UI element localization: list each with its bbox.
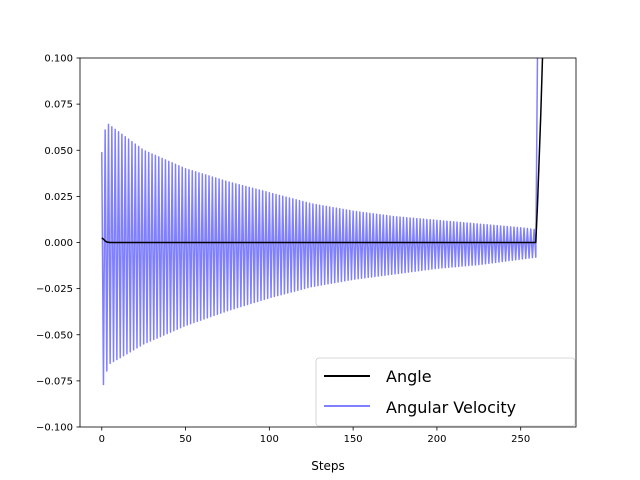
x-tick-label: 150: [344, 434, 363, 445]
series-angular-velocity-line: [101, 58, 539, 386]
x-tick-label: 100: [260, 434, 279, 445]
x-tick-label: 200: [427, 434, 446, 445]
y-tick-label: −0.100: [36, 423, 73, 434]
x-axis: 0 50 100 150 200 250: [99, 427, 530, 445]
y-tick-label: −0.025: [36, 284, 73, 295]
y-tick-label: −0.050: [36, 330, 73, 341]
y-tick-label: −0.075: [36, 376, 73, 387]
legend-angle-label: Angle: [386, 367, 432, 386]
y-tick-label: 0.000: [44, 238, 73, 249]
y-tick-label: 0.025: [44, 192, 73, 203]
y-tick-label: 0.075: [44, 100, 73, 111]
x-tick-label: 0: [99, 434, 105, 445]
x-tick-label: 50: [179, 434, 192, 445]
series-layer: [101, 58, 544, 386]
legend-angular-velocity-label: Angular Velocity: [386, 398, 516, 417]
x-axis-label: Steps: [311, 459, 345, 473]
legend: Angle Angular Velocity: [315, 357, 576, 427]
y-tick-label: 0.050: [44, 146, 73, 157]
y-tick-label: 0.100: [44, 54, 73, 65]
legend-box: [315, 357, 576, 427]
x-tick-label: 250: [511, 434, 530, 445]
series-angle-line: [101, 58, 544, 244]
y-axis: −0.100 −0.075 −0.050 −0.025 0.000 0.025 0.050 0…: [36, 54, 80, 434]
